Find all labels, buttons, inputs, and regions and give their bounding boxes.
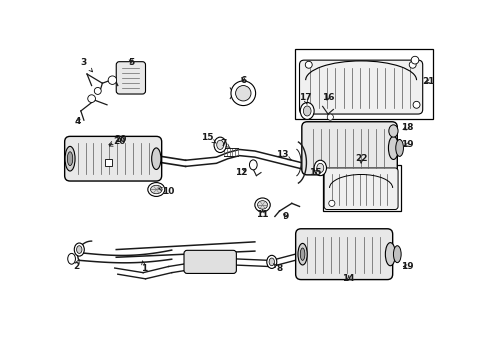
Ellipse shape — [393, 246, 400, 263]
Ellipse shape — [395, 139, 403, 156]
Ellipse shape — [151, 148, 161, 170]
Circle shape — [412, 101, 419, 108]
Ellipse shape — [313, 160, 326, 176]
Text: 21: 21 — [421, 77, 433, 86]
Circle shape — [230, 81, 255, 105]
Text: 14: 14 — [342, 274, 354, 283]
Text: 3: 3 — [81, 58, 92, 72]
Circle shape — [328, 200, 334, 206]
Circle shape — [326, 114, 333, 120]
Circle shape — [235, 86, 250, 101]
Text: 7: 7 — [221, 139, 229, 148]
Ellipse shape — [74, 243, 84, 256]
Ellipse shape — [147, 183, 164, 197]
Text: 17: 17 — [298, 93, 310, 104]
Circle shape — [108, 76, 117, 84]
Ellipse shape — [268, 258, 274, 266]
Text: 12: 12 — [234, 168, 247, 177]
Ellipse shape — [254, 198, 270, 212]
FancyBboxPatch shape — [324, 168, 397, 210]
Ellipse shape — [150, 185, 162, 194]
Ellipse shape — [316, 163, 323, 172]
Text: 15: 15 — [201, 132, 216, 143]
Ellipse shape — [297, 243, 306, 265]
Ellipse shape — [214, 137, 226, 153]
Circle shape — [410, 56, 418, 64]
Ellipse shape — [77, 246, 82, 253]
Circle shape — [305, 61, 311, 68]
Text: 19: 19 — [400, 262, 413, 271]
Ellipse shape — [387, 136, 398, 159]
Text: 19: 19 — [400, 140, 413, 149]
FancyBboxPatch shape — [301, 122, 396, 175]
Text: 4: 4 — [74, 117, 81, 126]
FancyBboxPatch shape — [183, 250, 236, 274]
FancyBboxPatch shape — [299, 60, 422, 114]
Text: 11: 11 — [256, 210, 268, 219]
Text: 1: 1 — [141, 261, 147, 273]
Text: 5: 5 — [127, 58, 134, 67]
Ellipse shape — [249, 160, 257, 170]
Text: 22: 22 — [354, 154, 366, 163]
Bar — [104, 159, 112, 166]
Ellipse shape — [388, 125, 397, 137]
Ellipse shape — [303, 106, 310, 116]
Bar — [322, 165, 400, 211]
Text: 15: 15 — [308, 168, 321, 177]
FancyBboxPatch shape — [116, 62, 145, 94]
Ellipse shape — [65, 147, 75, 171]
Circle shape — [94, 87, 101, 94]
Circle shape — [408, 61, 415, 68]
Text: 13: 13 — [275, 150, 290, 160]
Ellipse shape — [385, 243, 395, 266]
FancyBboxPatch shape — [64, 136, 162, 181]
Text: 9: 9 — [282, 212, 288, 221]
Ellipse shape — [300, 248, 305, 260]
Text: 20: 20 — [109, 137, 125, 146]
Text: 10: 10 — [159, 186, 174, 195]
Ellipse shape — [216, 140, 223, 149]
Text: 16: 16 — [321, 93, 334, 102]
Ellipse shape — [300, 103, 313, 120]
Text: 18: 18 — [400, 123, 413, 132]
Text: 8: 8 — [273, 264, 282, 273]
Circle shape — [87, 95, 95, 103]
Text: 20: 20 — [108, 135, 126, 145]
Ellipse shape — [257, 201, 267, 209]
Ellipse shape — [67, 152, 73, 166]
Ellipse shape — [266, 255, 276, 269]
Bar — [294, 49, 432, 119]
FancyBboxPatch shape — [295, 229, 392, 280]
Text: 2: 2 — [73, 259, 79, 271]
Text: 6: 6 — [240, 76, 246, 85]
Ellipse shape — [68, 253, 75, 264]
